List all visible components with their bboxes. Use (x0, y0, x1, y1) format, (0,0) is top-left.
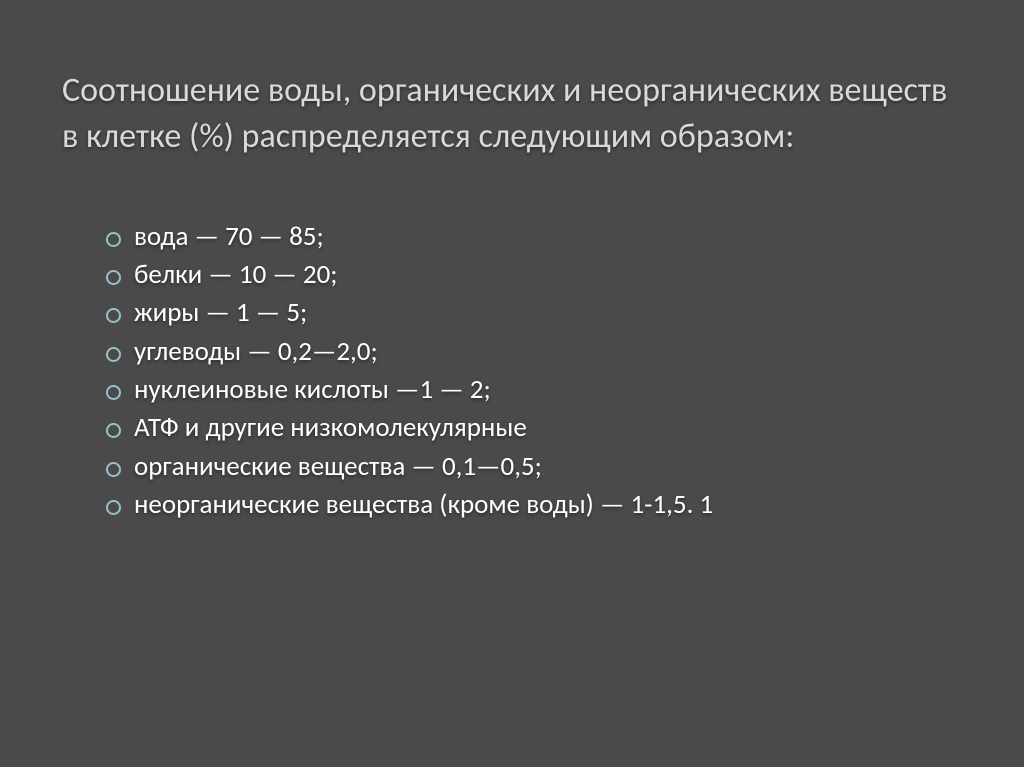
list-item: белки — 10 — 20; (106, 256, 962, 294)
bullet-list: вода — 70 — 85; белки — 10 — 20; жиры — … (62, 218, 962, 525)
list-item: неорганические вещества (кроме воды) — 1… (106, 486, 962, 524)
slide-title: Соотношение воды, органических и неорган… (62, 68, 962, 160)
list-item: нуклеиновые кислоты —1 — 2; (106, 371, 962, 409)
list-item: АТФ и другие низкомолекулярные (106, 409, 962, 447)
list-item: углеводы — 0,2—2,0; (106, 333, 962, 371)
list-item: органические вещества — 0,1—0,5; (106, 448, 962, 486)
list-item: вода — 70 — 85; (106, 218, 962, 256)
list-item: жиры — 1 — 5; (106, 294, 962, 332)
